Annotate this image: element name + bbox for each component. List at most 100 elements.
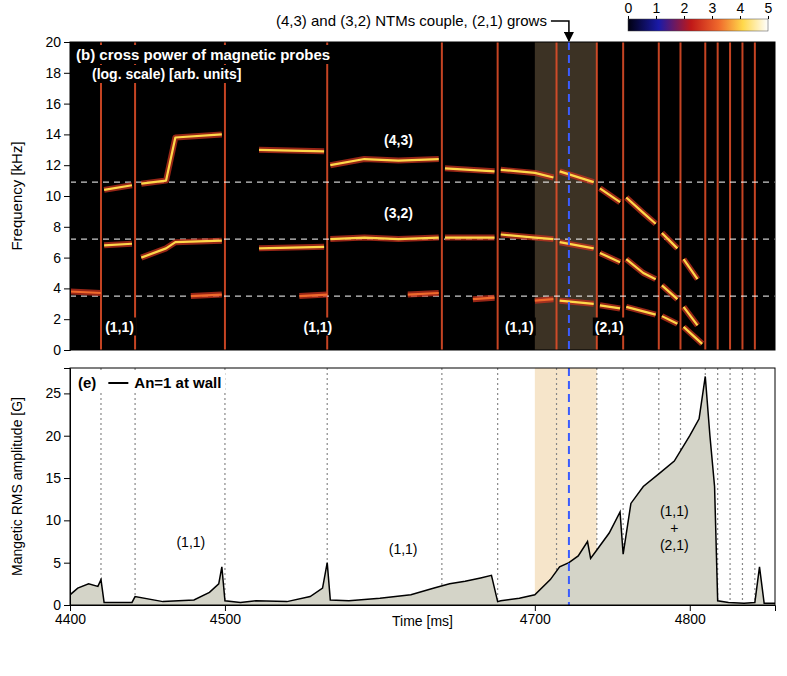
annotation: (1,1) [389,541,418,557]
colorbar-axis: 0 1 2 3 4 5 [625,0,773,19]
axis-line [71,606,776,612]
tick-label: 2 [681,0,689,16]
tick-label: 25 [45,385,61,401]
tick-mark [712,16,713,19]
tick-label: 4700 [520,611,551,627]
tick-mark [64,605,70,606]
label-patch [90,65,243,83]
crash-line [100,368,101,605]
tick-label: 5 [765,0,773,16]
tick-mark [684,16,685,19]
tick: 6 [53,250,70,266]
label-patch [503,318,536,336]
tick: 4800 [675,605,706,627]
tick: 8 [53,219,70,235]
label-patch [302,318,335,336]
annotation: + [670,520,678,536]
tick: 2 [681,0,689,19]
trace-glow [104,235,697,326]
tick: 5 [765,0,773,19]
tick: 4500 [210,605,241,627]
legend-swatch [108,382,128,384]
tick-label: 15 [45,470,61,486]
plot-background [70,368,775,605]
annotation: (2,1) [595,319,624,335]
tick-label: 16 [45,96,61,112]
tick-label: 10 [45,512,61,528]
tick-mark [64,258,70,259]
tick-label: 4500 [210,611,241,627]
panel-title: (e) [78,374,96,391]
tick: 4400 [55,605,86,627]
crash-line [441,368,442,605]
annotation: (1,1) [304,319,333,335]
tick-mark [64,436,70,437]
crash-line [134,42,136,350]
tick-label: 8 [53,219,61,235]
colorbar [628,19,768,31]
crash-line [717,42,719,350]
legend-background [74,372,225,393]
tick-label: 4 [53,280,61,296]
axis-line [64,369,71,606]
label-patch [103,318,136,336]
label-group: (1,1) [302,318,335,336]
tick-label: 14 [45,126,61,142]
tick: 2 [53,311,70,327]
tick-label: 0 [53,342,61,358]
tick-label: 18 [45,65,61,81]
tick-mark [64,350,70,351]
y-axis: 0510152025 [45,369,70,613]
tick: 10 [45,188,70,204]
crash-line [622,42,624,350]
reference-line [70,182,775,183]
figure-title: (4,3) and (3,2) NTMs couple, (2,1) grows [276,12,547,29]
bottom-texts: (1,1)(1,1)(1,1)+(2,1) [176,503,688,557]
annotation: (1,1) [660,503,689,519]
trace-glow [70,291,553,300]
plot-frame [70,368,775,605]
title-arrow [551,21,569,41]
annotation: (3,2) [384,205,413,221]
area-fill [70,376,775,605]
tick-label: 6 [53,250,61,266]
crash-line [754,42,756,350]
annotation: (1,1) [176,534,205,550]
tick-label: 0 [625,0,633,16]
crash-line [100,42,102,350]
tick-label: 4 [737,0,745,16]
plot-area [70,42,775,350]
plot-frame [70,42,775,350]
crash-line [441,42,443,350]
crash-line [556,42,558,350]
tick: 4700 [520,605,551,627]
plot-background [70,42,775,350]
axis-title: Frequency [kHz] [8,141,25,250]
tick: 0 [625,0,633,19]
mode-trace [104,235,697,326]
legend-label: An=1 at wall [134,374,221,391]
label-group: (log. scale) [arb. units] [90,65,243,83]
annotation: (log. scale) [arb. units] [92,66,241,82]
tick-label: 3 [709,0,717,16]
tick: 1 [653,0,661,19]
crash-line [679,42,681,350]
tick-label: 20 [45,34,61,50]
mode-trace [70,291,553,300]
tick-mark [64,319,70,320]
tick-mark [740,16,741,19]
tick-mark [64,165,70,166]
crash-line [497,42,499,350]
tick-mark [64,196,70,197]
tick-label: 5 [53,555,61,571]
tick: 3 [709,0,717,19]
tick-label: 4800 [675,611,706,627]
legend: (e) An=1 at wall [74,372,225,393]
label-patch [74,45,332,64]
tick: 10 [45,512,70,528]
tick-mark [64,563,70,564]
tick: 4 [737,0,745,19]
label-group: (2,1) [593,318,626,336]
area-line [70,376,775,603]
label-patch [382,131,415,149]
